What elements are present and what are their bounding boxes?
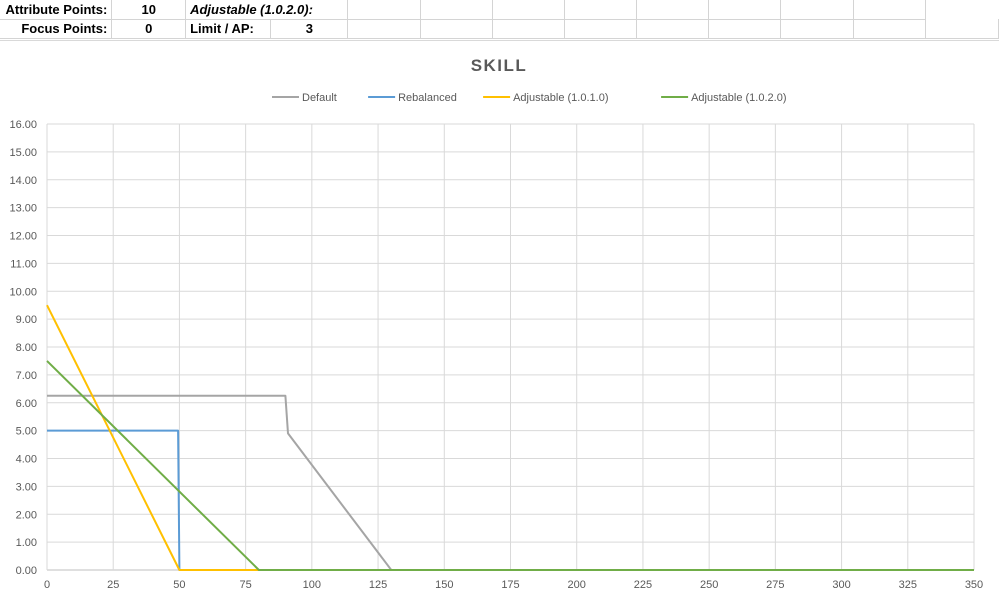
spreadsheet-cells: Attribute Points: 10 Adjustable (1.0.2.0… (0, 0, 999, 40)
empty-cell[interactable] (420, 0, 493, 20)
x-tick-label: 325 (899, 579, 917, 591)
legend-label: Rebalanced (398, 92, 457, 104)
legend-label: Adjustable (1.0.1.0) (513, 92, 608, 104)
empty-cell[interactable] (492, 19, 565, 39)
y-tick-label: 1.00 (16, 537, 37, 549)
y-tick-label: 2.00 (16, 509, 37, 521)
empty-cell[interactable] (347, 0, 421, 20)
legend-label: Default (302, 92, 337, 104)
sheet-row-2: Focus Points: 0 Limit / AP: 3 (0, 19, 999, 39)
chart-legend[interactable]: Default Rebalanced Adjustable (1.0.1.0) Adj… (272, 92, 786, 104)
y-tick-label: 13.00 (9, 203, 37, 215)
empty-cell[interactable] (925, 19, 999, 39)
adjustable-version-label[interactable]: Adjustable (1.0.2.0): (185, 0, 349, 20)
x-tick-label: 100 (303, 579, 321, 591)
x-tick-label: 25 (107, 579, 119, 591)
y-tick-label: 15.00 (9, 147, 37, 159)
y-tick-label: 16.00 (9, 119, 37, 131)
y-tick-label: 7.00 (16, 370, 37, 382)
x-tick-label: 75 (240, 579, 252, 591)
y-tick-label: 8.00 (16, 342, 37, 354)
series-line-4[interactable] (46, 360, 974, 571)
x-tick-label: 225 (634, 579, 652, 591)
x-axis-ticks: 0 25 50 75 100 125 150 175 200 225 250 275 300 325 350 (44, 579, 983, 591)
x-tick-label: 0 (44, 579, 50, 591)
x-tick-label: 175 (501, 579, 519, 591)
attribute-points-value[interactable]: 10 (111, 0, 187, 20)
parameters-table: Attribute Points: 10 Adjustable (1.0.2.0… (0, 0, 999, 39)
y-tick-label: 4.00 (16, 454, 37, 466)
chart-title: SKILL (471, 56, 528, 75)
empty-cell[interactable] (564, 0, 638, 20)
x-tick-label: 150 (435, 579, 453, 591)
empty-cell[interactable] (853, 0, 926, 20)
x-tick-label: 300 (832, 579, 850, 591)
sheet-row-1: Attribute Points: 10 Adjustable (1.0.2.0… (0, 0, 999, 20)
attribute-points-label[interactable]: Attribute Points: (0, 0, 113, 20)
empty-cell[interactable] (708, 19, 782, 39)
legend-label: Adjustable (1.0.2.0) (691, 92, 786, 104)
empty-cell[interactable] (420, 19, 493, 39)
legend-item-3[interactable]: Adjustable (1.0.1.0) (483, 92, 608, 104)
empty-cell[interactable] (492, 0, 565, 20)
limit-per-ap-label[interactable]: Limit / AP: (185, 19, 272, 39)
limit-per-ap-value[interactable]: 3 (270, 19, 349, 39)
empty-cell[interactable] (636, 19, 710, 39)
x-tick-label: 125 (369, 579, 387, 591)
y-tick-label: 10.00 (9, 286, 37, 298)
legend-item-1[interactable]: Default (272, 92, 337, 104)
gridlines (46, 123, 975, 571)
series-lines[interactable] (46, 304, 974, 571)
y-tick-label: 0.00 (16, 565, 37, 577)
x-tick-label: 200 (568, 579, 586, 591)
empty-cell[interactable] (347, 19, 421, 39)
y-tick-label: 6.00 (16, 398, 37, 410)
empty-cell[interactable] (780, 19, 854, 39)
chart-container[interactable]: SKILL Default Rebalanced Adjustable (1.0.1… (0, 40, 999, 601)
empty-cell[interactable] (853, 19, 926, 39)
y-tick-label: 11.00 (10, 258, 37, 270)
y-tick-label: 9.00 (16, 314, 37, 326)
skill-chart[interactable]: SKILL Default Rebalanced Adjustable (1.0.1… (0, 41, 999, 601)
x-tick-label: 275 (766, 579, 784, 591)
empty-cell[interactable] (780, 0, 854, 20)
y-tick-label: 3.00 (16, 481, 37, 493)
x-tick-label: 250 (700, 579, 718, 591)
y-axis-ticks: 0.00 1.00 2.00 3.00 4.00 5.00 6.00 7.00 8.00 9.00… (9, 119, 37, 577)
y-tick-label: 12.00 (9, 231, 37, 243)
legend-item-2[interactable]: Rebalanced (368, 92, 457, 104)
x-tick-label: 50 (173, 579, 185, 591)
y-tick-label: 5.00 (16, 426, 37, 438)
empty-cell[interactable] (636, 0, 710, 20)
legend-item-4[interactable]: Adjustable (1.0.2.0) (661, 92, 786, 104)
focus-points-value[interactable]: 0 (111, 19, 187, 39)
focus-points-label[interactable]: Focus Points: (0, 19, 113, 39)
empty-cell[interactable] (708, 0, 782, 20)
empty-cell[interactable] (564, 19, 638, 39)
y-tick-label: 14.00 (9, 175, 37, 187)
x-tick-label: 350 (965, 579, 983, 591)
